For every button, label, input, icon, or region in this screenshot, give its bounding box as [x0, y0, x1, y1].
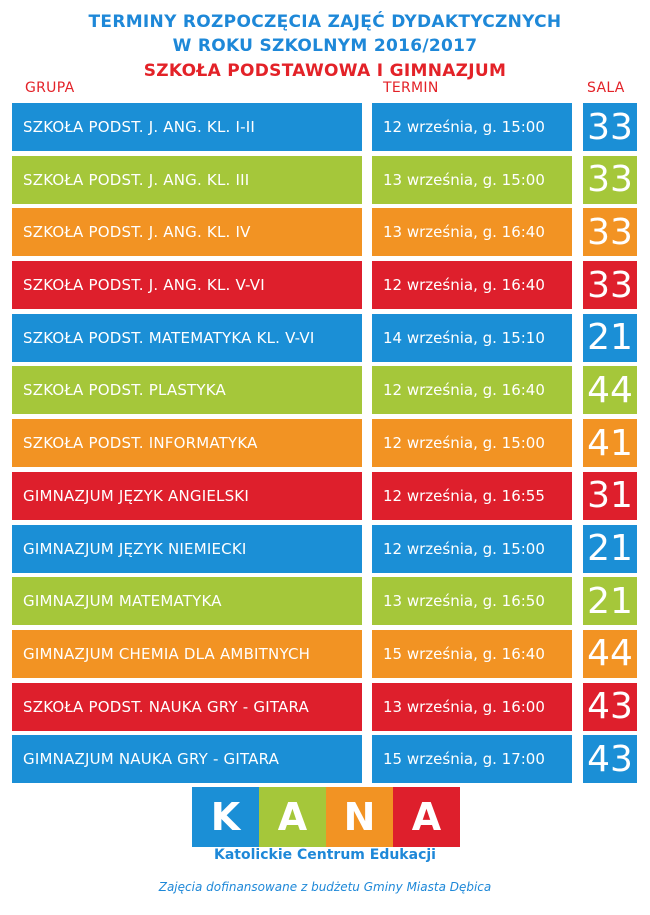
room-cell: 33: [583, 103, 637, 151]
table-row: GIMNAZJUM NAUKA GRY - GITARA 15 września,…: [12, 735, 638, 784]
room-cell: 33: [583, 155, 637, 204]
group-cell: SZKOŁA PODST. INFORMATYKA: [12, 419, 362, 468]
group-cell: GIMNAZJUM CHEMIA DLA AMBITNYCH: [12, 629, 362, 678]
table-row: GIMNAZJUM JĘZYK NIEMIECKI 12 września, g.…: [12, 524, 638, 573]
column-header-grupa: GRUPA: [25, 80, 75, 96]
title-line-2: W ROKU SZKOLNYM 2016/2017: [172, 36, 478, 56]
table-row: SZKOŁA PODST. J. ANG. KL. I-II 12 wrześni…: [12, 103, 638, 151]
group-cell: GIMNAZJUM MATEMATYKA: [12, 577, 362, 626]
table-row: SZKOŁA PODST. J. ANG. KL. III 13 września…: [12, 155, 638, 204]
room-cell: 43: [583, 682, 637, 731]
funding-note: Zajęcia dofinansowane z budżetu Gminy Mi…: [158, 880, 492, 894]
column-header-termin: TERMIN: [383, 80, 439, 96]
date-cell: 12 września, g. 15:00: [372, 524, 572, 573]
room-cell: 41: [583, 419, 637, 468]
title-line-3: SZKOŁA PODSTAWOWA I GIMNAZJUM: [143, 61, 507, 81]
logo-letter: K: [192, 787, 259, 847]
group-cell: SZKOŁA PODST. PLASTYKA: [12, 366, 362, 415]
column-header-sala: SALA: [587, 80, 625, 96]
title-line-1: TERMINY ROZPOCZĘCIA ZAJĘĆ DYDAKTYCZNYCH: [88, 12, 562, 32]
room-cell: 44: [583, 366, 637, 415]
date-cell: 13 września, g. 16:00: [372, 682, 572, 731]
table-row: SZKOŁA PODST. MATEMATYKA KL. V-VI 14 wrze…: [12, 313, 638, 362]
table-row: GIMNAZJUM JĘZYK ANGIELSKI 12 września, g.…: [12, 471, 638, 520]
table-row: SZKOŁA PODST. J. ANG. KL. IV 13 września,…: [12, 208, 638, 257]
date-cell: 12 września, g. 16:55: [372, 471, 572, 520]
room-cell: 21: [583, 577, 637, 626]
logo-letter: A: [259, 787, 326, 847]
room-cell: 44: [583, 629, 637, 678]
date-cell: 13 września, g. 16:50: [372, 577, 572, 626]
group-cell: SZKOŁA PODST. J. ANG. KL. III: [12, 155, 362, 204]
room-cell: 43: [583, 735, 637, 784]
logo-subtitle: Katolickie Centrum Edukacji: [214, 847, 436, 863]
group-cell: GIMNAZJUM NAUKA GRY - GITARA: [12, 735, 362, 784]
date-cell: 15 września, g. 17:00: [372, 735, 572, 784]
room-cell: 21: [583, 524, 637, 573]
date-cell: 15 września, g. 16:40: [372, 629, 572, 678]
group-cell: SZKOŁA PODST. J. ANG. KL. IV: [12, 208, 362, 257]
table-row: SZKOŁA PODST. J. ANG. KL. V-VI 12 wrześni…: [12, 261, 638, 310]
group-cell: SZKOŁA PODST. MATEMATYKA KL. V-VI: [12, 313, 362, 362]
logo-letter: A: [393, 787, 460, 847]
table-row: SZKOŁA PODST. PLASTYKA 12 września, g. 16…: [12, 366, 638, 415]
table-row: SZKOŁA PODST. INFORMATYKA 12 września, g.…: [12, 419, 638, 468]
group-cell: GIMNAZJUM JĘZYK ANGIELSKI: [12, 471, 362, 520]
group-cell: GIMNAZJUM JĘZYK NIEMIECKI: [12, 524, 362, 573]
date-cell: 13 września, g. 15:00: [372, 155, 572, 204]
group-cell: SZKOŁA PODST. J. ANG. KL. I-II: [12, 103, 362, 151]
room-cell: 33: [583, 208, 637, 257]
room-cell: 33: [583, 261, 637, 310]
logo-letter: N: [326, 787, 393, 847]
group-cell: SZKOŁA PODST. J. ANG. KL. V-VI: [12, 261, 362, 310]
schedule-table: SZKOŁA PODST. J. ANG. KL. I-II 12 wrześni…: [12, 103, 638, 788]
group-cell: SZKOŁA PODST. NAUKA GRY - GITARA: [12, 682, 362, 731]
table-row: GIMNAZJUM CHEMIA DLA AMBITNYCH 15 wrześni…: [12, 629, 638, 678]
date-cell: 12 września, g. 16:40: [372, 261, 572, 310]
date-cell: 12 września, g. 16:40: [372, 366, 572, 415]
table-row: SZKOŁA PODST. NAUKA GRY - GITARA 13 wrześ…: [12, 682, 638, 731]
date-cell: 12 września, g. 15:00: [372, 103, 572, 151]
date-cell: 13 września, g. 16:40: [372, 208, 572, 257]
room-cell: 31: [583, 471, 637, 520]
date-cell: 14 września, g. 15:10: [372, 313, 572, 362]
date-cell: 12 września, g. 15:00: [372, 419, 572, 468]
room-cell: 21: [583, 313, 637, 362]
table-row: GIMNAZJUM MATEMATYKA 13 września, g. 16:5…: [12, 577, 638, 626]
